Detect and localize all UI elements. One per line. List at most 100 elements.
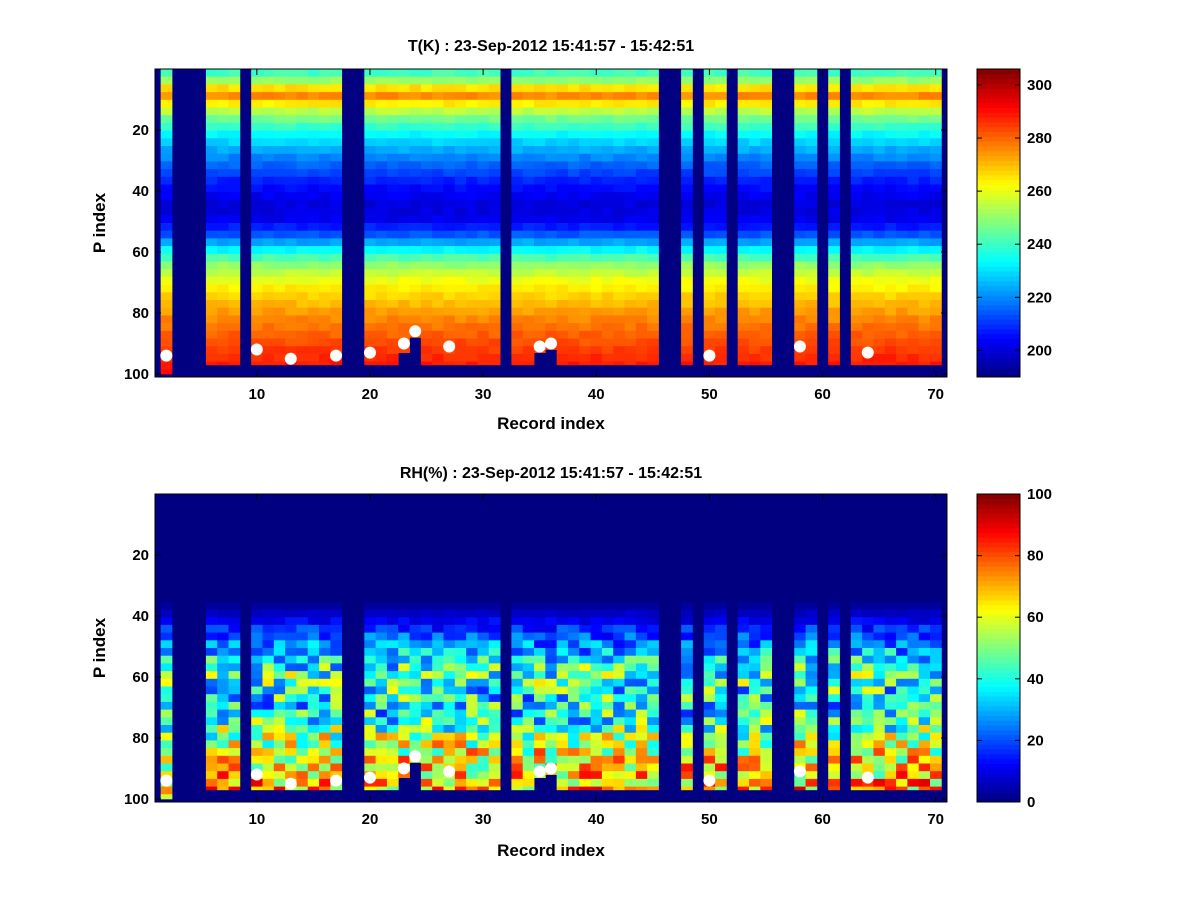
heatmap-cell	[375, 161, 388, 170]
heatmap-cell	[828, 786, 840, 791]
heatmap-cell	[228, 663, 241, 672]
heatmap-cell	[703, 76, 716, 85]
heatmap-cell	[556, 609, 569, 618]
heatmap-cell	[262, 701, 275, 710]
heatmap-cell	[522, 501, 535, 510]
heatmap-cell	[794, 532, 806, 541]
heatmap-cell	[330, 130, 343, 139]
heatmap-cell	[319, 494, 331, 503]
heatmap-cell	[749, 69, 761, 78]
heatmap-cell	[160, 146, 173, 155]
heatmap-cell	[862, 586, 874, 595]
heatmap-cell	[737, 207, 750, 216]
heatmap-cell	[907, 601, 920, 610]
heatmap-cell	[307, 540, 320, 549]
heatmap-cell	[330, 732, 343, 741]
heatmap-cell	[409, 69, 422, 78]
heatmap-cell	[556, 517, 569, 526]
heatmap-cell	[522, 92, 535, 101]
heatmap-cell	[715, 663, 727, 672]
heatmap-cell	[828, 323, 840, 332]
heatmap-cell	[556, 748, 569, 757]
heatmap-cell	[545, 655, 558, 664]
heatmap-cell	[556, 184, 569, 193]
heatmap-cell	[601, 763, 614, 772]
heatmap-cell	[749, 555, 761, 564]
heatmap-cell	[466, 315, 478, 324]
heatmap-cell	[749, 261, 761, 270]
heatmap-cell	[556, 494, 569, 503]
heatmap-cell	[285, 586, 297, 595]
heatmap-cell	[635, 346, 648, 355]
heatmap-cell	[579, 207, 591, 216]
heatmap-cell	[330, 494, 343, 503]
heatmap-cell	[386, 292, 399, 301]
heatmap-cell	[330, 617, 343, 626]
heatmap-cell	[273, 586, 286, 595]
heatmap-cell	[228, 215, 241, 224]
heatmap-cell	[545, 323, 558, 332]
heatmap-cell	[590, 771, 603, 780]
heatmap-cell	[262, 269, 275, 278]
heatmap-cell	[862, 169, 874, 178]
heatmap-cell	[205, 648, 218, 657]
heatmap-cell	[534, 276, 546, 285]
heatmap-cell	[262, 361, 275, 366]
heatmap-cell	[251, 640, 263, 649]
heatmap-cell	[918, 601, 931, 610]
heatmap-cell	[330, 640, 343, 649]
heatmap-cell	[205, 501, 218, 510]
heatmap-cell	[262, 509, 275, 518]
heatmap-cell	[409, 701, 422, 710]
heatmap-cell	[715, 269, 727, 278]
heatmap-cell	[850, 609, 863, 618]
heatmap-cell	[703, 269, 716, 278]
heatmap-cell	[884, 640, 897, 649]
colorbar-swatch	[977, 242, 1020, 248]
heatmap-cell	[398, 207, 410, 216]
heatmap-cell	[647, 176, 659, 185]
heatmap-cell	[330, 501, 343, 510]
heatmap-cell	[613, 184, 625, 193]
heatmap-cell	[375, 571, 388, 580]
heatmap-cell	[896, 261, 908, 270]
heatmap-cell	[850, 207, 863, 216]
heatmap-cell	[319, 694, 331, 703]
heatmap-cell	[205, 678, 218, 687]
heatmap-cell	[217, 571, 229, 580]
heatmap-cell	[488, 292, 501, 301]
heatmap-cell	[160, 655, 173, 664]
heatmap-cell	[862, 246, 874, 255]
heatmap-cell	[285, 261, 297, 270]
heatmap-cell	[556, 632, 569, 641]
heatmap-cell	[398, 648, 410, 657]
heatmap-cell	[873, 330, 886, 339]
heatmap-cell	[896, 586, 908, 595]
heatmap-cell	[703, 709, 716, 718]
heatmap-cell	[251, 238, 263, 247]
heatmap-cell	[715, 169, 727, 178]
heatmap-cell	[703, 92, 716, 101]
heatmap-cell	[432, 246, 444, 255]
heatmap-cell	[319, 169, 331, 178]
heatmap-cell	[850, 594, 863, 603]
heatmap-cell	[319, 571, 331, 580]
heatmap-cell	[590, 276, 603, 285]
heatmap-cell	[307, 323, 320, 332]
heatmap-cell	[647, 146, 659, 155]
heatmap-cell	[386, 578, 399, 587]
heatmap-cell	[601, 107, 614, 116]
heatmap-cell	[432, 701, 444, 710]
heatmap-cell	[386, 276, 399, 285]
heatmap-cell	[873, 230, 886, 239]
heatmap-cell	[522, 755, 535, 764]
heatmap-cell	[375, 230, 388, 239]
heatmap-cell	[930, 184, 942, 193]
heatmap-cell	[613, 230, 625, 239]
heatmap-cell	[307, 353, 320, 362]
heatmap-cell	[228, 755, 241, 764]
heatmap-cell	[805, 253, 818, 262]
heatmap-cell	[930, 269, 942, 278]
heatmap-cell	[511, 755, 524, 764]
heatmap-cell	[217, 709, 229, 718]
